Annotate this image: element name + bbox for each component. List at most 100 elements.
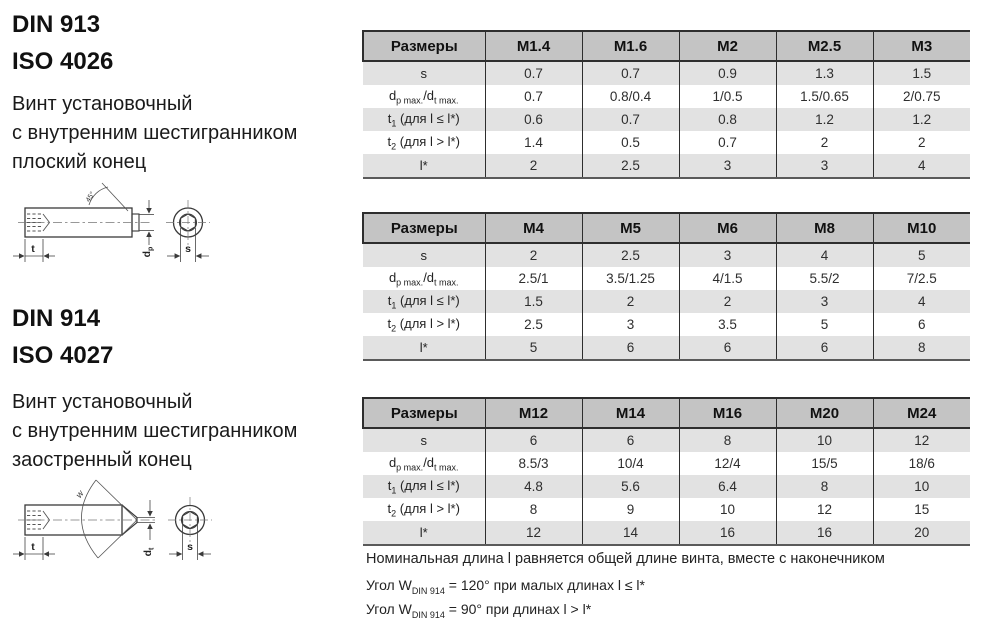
column-header: M14 bbox=[581, 397, 679, 429]
table-row: t2 (для l > l*) 1.4 0.5 0.7 2 2 bbox=[363, 131, 970, 154]
cell-value: 8 bbox=[775, 475, 873, 498]
column-header: M2.5 bbox=[775, 30, 873, 62]
cell-value: 16 bbox=[775, 521, 873, 546]
cell-value: 3.5/1.25 bbox=[581, 267, 679, 290]
s-dimension bbox=[167, 228, 209, 262]
table-row: dp max./dt max. 2.5/1 3.5/1.25 4/1.5 5.5/2 7/… bbox=[363, 267, 970, 290]
cell-value: 0.7 bbox=[484, 85, 582, 108]
cell-value: 1.2 bbox=[872, 108, 970, 131]
description-line: заостренный конец bbox=[12, 449, 192, 471]
cell-value: 2 bbox=[581, 290, 679, 313]
cell-value: 3 bbox=[775, 154, 873, 179]
dt-dimension bbox=[137, 500, 155, 540]
cell-value: 2.5/1 bbox=[484, 267, 582, 290]
cell-value: 12 bbox=[872, 428, 970, 452]
row-label: t2 (для l > l*) bbox=[387, 133, 460, 152]
cell-value: 12 bbox=[775, 498, 873, 521]
cell-value: 2 bbox=[872, 131, 970, 154]
t-dimension-label: t bbox=[31, 243, 35, 255]
table-corner-header: Размеры bbox=[362, 212, 485, 244]
table-row: dp max./dt max. 0.7 0.8/0.4 1/0.5 1.5/0.65 2/… bbox=[363, 85, 970, 108]
cell-value: 5 bbox=[775, 313, 873, 336]
hex-socket-outline bbox=[182, 510, 198, 530]
cell-value: 4.8 bbox=[484, 475, 582, 498]
cell-value: 8 bbox=[678, 428, 776, 452]
cell-value: 6 bbox=[581, 336, 679, 361]
dimension-table-m1.4-m3: Размеры M1.4 M1.6 M2 M2.5 M3 s 0.7 0.7 0.9 1.3 1.5 d… bbox=[362, 30, 970, 179]
cell-value: 14 bbox=[581, 521, 679, 546]
cell-value: 2.5 bbox=[484, 313, 582, 336]
column-header: M10 bbox=[872, 212, 970, 244]
standard-block-din913: DIN 913 ISO 4026 bbox=[12, 6, 113, 80]
description-line: Винт установочный bbox=[12, 391, 193, 413]
dt-dimension-label: dt bbox=[142, 547, 156, 556]
description-line: с внутренним шестигранником bbox=[12, 420, 298, 442]
standard-din: DIN 913 bbox=[12, 11, 101, 38]
w-angle-annotation bbox=[81, 479, 138, 559]
cell-value: 0.8 bbox=[678, 108, 776, 131]
cell-value: 2.5 bbox=[581, 243, 679, 267]
cell-value: 0.7 bbox=[581, 108, 679, 131]
cell-value: 16 bbox=[678, 521, 776, 546]
note-text: Угол W bbox=[366, 601, 412, 617]
row-label: dp max./dt max. bbox=[388, 269, 459, 288]
note-subscript: DIN 914 bbox=[411, 585, 445, 596]
cell-value: 0.5 bbox=[581, 131, 679, 154]
cell-value: 3 bbox=[678, 154, 776, 179]
cell-value: 2.5 bbox=[581, 154, 679, 179]
row-label: l* bbox=[363, 154, 485, 179]
chamfer-annotation bbox=[88, 182, 129, 212]
table-corner-header: Размеры bbox=[362, 30, 485, 62]
table-row: l* 2 2.5 3 3 4 bbox=[363, 154, 970, 179]
end-view-centerlines bbox=[168, 497, 212, 543]
cell-value: 8 bbox=[484, 498, 582, 521]
chamfer-angle-label: 45° bbox=[84, 190, 97, 203]
cell-value: 0.8/0.4 bbox=[581, 85, 679, 108]
row-label: t1 (для l ≤ l*) bbox=[363, 475, 485, 498]
table-row: t1 (для l ≤ l*) 0.6 0.7 0.8 1.2 1.2 bbox=[363, 108, 970, 131]
column-header: M8 bbox=[775, 212, 873, 244]
cell-value: 1.4 bbox=[484, 131, 582, 154]
row-label: dp max./dt max. bbox=[388, 454, 459, 473]
row-label: s bbox=[363, 243, 485, 267]
cell-value: 1.5 bbox=[484, 290, 582, 313]
column-header: M12 bbox=[484, 397, 582, 429]
cell-value: 12/4 bbox=[678, 452, 776, 475]
column-header: M1.4 bbox=[484, 30, 582, 62]
cell-value: 6 bbox=[581, 428, 679, 452]
row-label: l* bbox=[363, 336, 485, 361]
cell-value: 1.5/0.65 bbox=[775, 85, 873, 108]
w-angle-label: w bbox=[74, 488, 86, 500]
row-label: t2 (для l > l*) bbox=[387, 500, 460, 519]
table-row: dp max./dt max. 8.5/3 10/4 12/4 15/5 18/6 bbox=[363, 452, 970, 475]
t-dimension bbox=[13, 537, 55, 560]
cell-value: 5 bbox=[484, 336, 582, 361]
cell-value: 0.7 bbox=[678, 131, 776, 154]
cell-value: 5.5/2 bbox=[775, 267, 873, 290]
standard-block-din914: DIN 914 ISO 4027 bbox=[12, 300, 113, 374]
row-label: dp max./dt max. bbox=[388, 87, 459, 106]
cell-value: 2 bbox=[484, 154, 582, 179]
cell-value: 1.2 bbox=[775, 108, 873, 131]
cell-value: 8 bbox=[872, 336, 970, 361]
t-dimension bbox=[13, 239, 55, 262]
cell-value: 2 bbox=[484, 243, 582, 267]
table-row: t1 (для l ≤ l*) 4.8 5.6 6.4 8 10 bbox=[363, 475, 970, 498]
cell-value: 2 bbox=[775, 131, 873, 154]
s-dimension bbox=[169, 525, 211, 560]
cell-value: 1/0.5 bbox=[678, 85, 776, 108]
cell-value: 6.4 bbox=[678, 475, 776, 498]
cell-value: 18/6 bbox=[872, 452, 970, 475]
t-dimension-label: t bbox=[31, 541, 35, 553]
cell-value: 10 bbox=[872, 475, 970, 498]
end-view-centerlines bbox=[166, 200, 210, 245]
cell-value: 3 bbox=[581, 313, 679, 336]
note-subscript: DIN 914 bbox=[411, 609, 445, 620]
cell-value: 0.7 bbox=[581, 61, 679, 85]
column-header: M2 bbox=[678, 30, 776, 62]
table-row: s 6 6 8 10 12 bbox=[363, 428, 970, 452]
cell-value: 4/1.5 bbox=[678, 267, 776, 290]
row-label: t1 (для l ≤ l*) bbox=[363, 290, 485, 313]
cell-value: 0.6 bbox=[484, 108, 582, 131]
